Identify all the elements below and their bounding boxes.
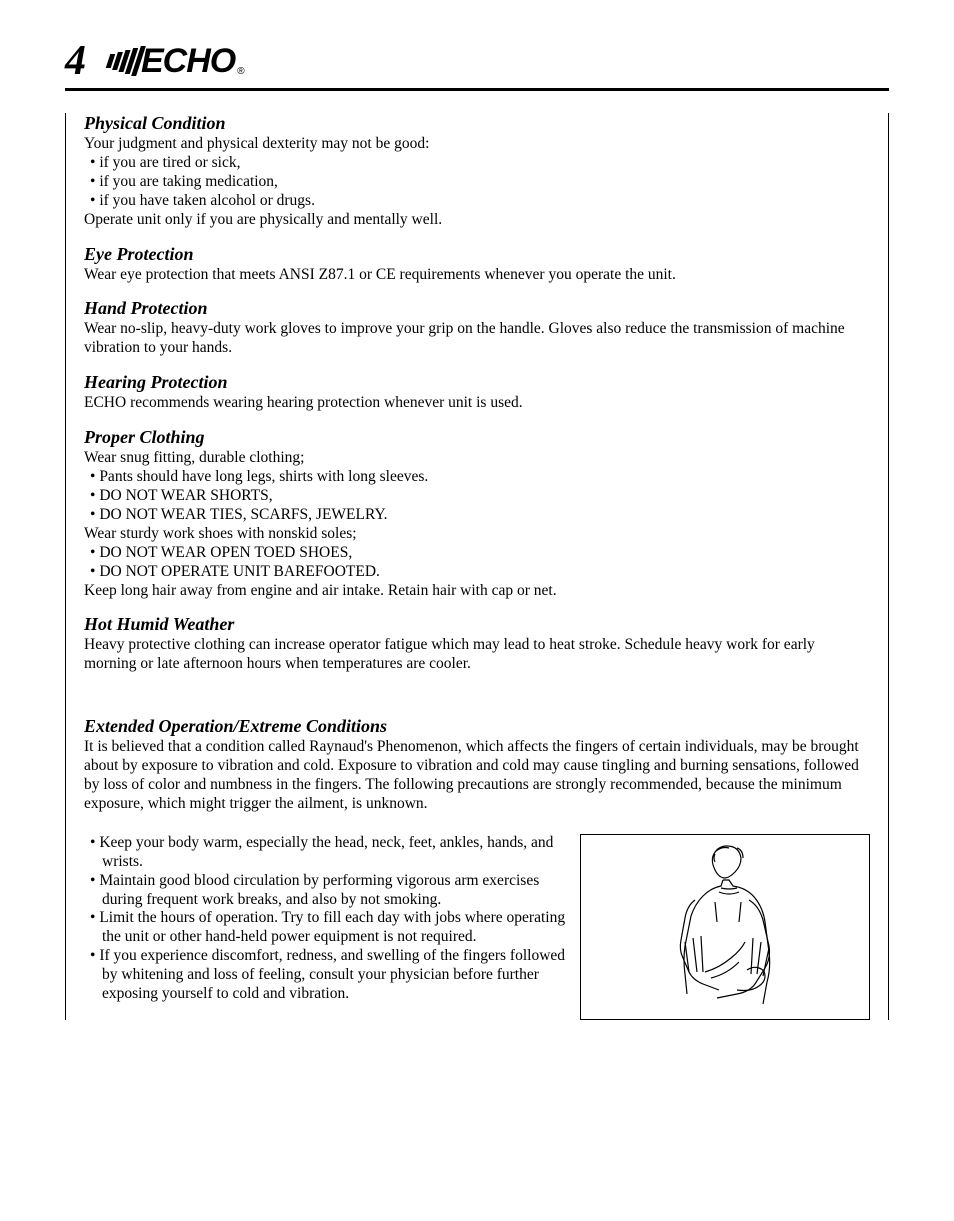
body-text: Wear snug fitting, durable clothing;	[84, 449, 870, 468]
body-text: Your judgment and physical dexterity may…	[84, 135, 870, 154]
section-title: Extended Operation/Extreme Conditions	[84, 716, 870, 737]
page-number: 4	[65, 40, 86, 82]
section-proper-clothing: Proper Clothing Wear snug fitting, durab…	[84, 427, 870, 600]
section-eye-protection: Eye Protection Wear eye protection that …	[84, 244, 870, 285]
section-title: Hearing Protection	[84, 372, 870, 393]
column-text: Keep your body warm, especially the head…	[84, 834, 568, 1004]
list-item: DO NOT WEAR SHORTS,	[90, 487, 870, 506]
section-title: Hand Protection	[84, 298, 870, 319]
section-extended-operation: Extended Operation/Extreme Conditions It…	[84, 716, 870, 1020]
list-item: if you have taken alcohol or drugs.	[90, 192, 870, 211]
section-title: Hot Humid Weather	[84, 614, 870, 635]
two-column-row: Keep your body warm, especially the head…	[84, 834, 870, 1020]
list-item: Limit the hours of operation. Try to fil…	[90, 909, 568, 947]
section-title: Proper Clothing	[84, 427, 870, 448]
body-text: Wear no-slip, heavy-duty work gloves to …	[84, 320, 870, 358]
body-text: Wear eye protection that meets ANSI Z87.…	[84, 266, 870, 285]
person-exercise-icon	[645, 842, 805, 1012]
body-text: ECHO recommends wearing hearing protecti…	[84, 394, 870, 413]
body-text: Wear sturdy work shoes with nonskid sole…	[84, 525, 870, 544]
content-area: Physical Condition Your judgment and phy…	[65, 113, 889, 1020]
bullet-list: Pants should have long legs, shirts with…	[84, 468, 870, 525]
list-item: DO NOT WEAR OPEN TOED SHOES,	[90, 544, 870, 563]
bullet-list: DO NOT WEAR OPEN TOED SHOES, DO NOT OPER…	[84, 544, 870, 582]
bullet-list: if you are tired or sick, if you are tak…	[84, 154, 870, 211]
logo-text: ECHO	[141, 44, 235, 78]
echo-logo: ECHO ®	[108, 43, 245, 79]
list-item: Maintain good blood circulation by perfo…	[90, 872, 568, 910]
section-title: Eye Protection	[84, 244, 870, 265]
list-item: Pants should have long legs, shirts with…	[90, 468, 870, 487]
section-title: Physical Condition	[84, 113, 870, 134]
page-header: 4 ECHO ®	[65, 40, 889, 82]
logo-bars-icon	[103, 46, 146, 76]
list-item: DO NOT WEAR TIES, SCARFS, JEWELRY.	[90, 506, 870, 525]
list-item: if you are taking medication,	[90, 173, 870, 192]
section-hand-protection: Hand Protection Wear no-slip, heavy-duty…	[84, 298, 870, 358]
list-item: Keep your body warm, especially the head…	[90, 834, 568, 872]
body-text: It is believed that a condition called R…	[84, 738, 870, 814]
bullet-list: Keep your body warm, especially the head…	[84, 834, 568, 1004]
section-hearing-protection: Hearing Protection ECHO recommends weari…	[84, 372, 870, 413]
registered-mark: ®	[237, 66, 244, 77]
list-item: If you experience discomfort, redness, a…	[90, 947, 568, 1004]
header-rule	[65, 88, 889, 91]
section-physical-condition: Physical Condition Your judgment and phy…	[84, 113, 870, 230]
section-hot-humid-weather: Hot Humid Weather Heavy protective cloth…	[84, 614, 870, 674]
body-text: Operate unit only if you are physically …	[84, 211, 870, 230]
body-text: Heavy protective clothing can increase o…	[84, 636, 870, 674]
document-page: 4 ECHO ® Physical Condition Your judgmen…	[0, 0, 954, 1094]
body-text: Keep long hair away from engine and air …	[84, 582, 870, 601]
arm-exercise-figure	[580, 834, 870, 1020]
list-item: if you are tired or sick,	[90, 154, 870, 173]
list-item: DO NOT OPERATE UNIT BAREFOOTED.	[90, 563, 870, 582]
